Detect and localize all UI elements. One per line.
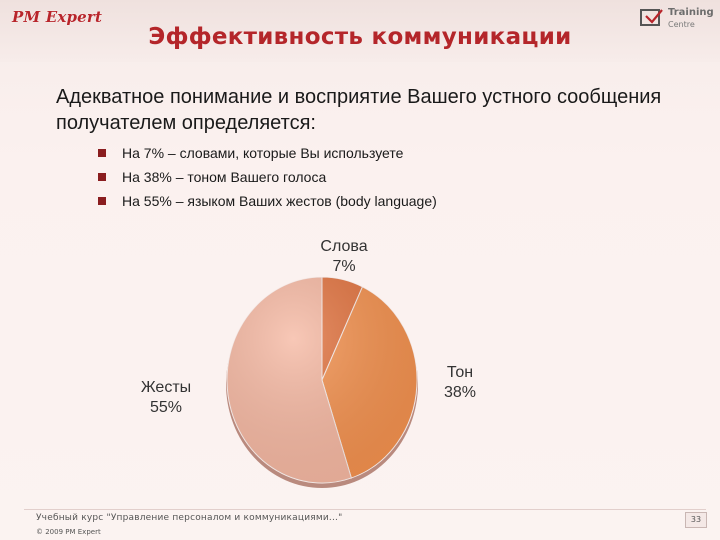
training-centre-line1: Training <box>668 7 714 18</box>
pie-slices <box>226 276 418 488</box>
bullet-square-icon <box>98 173 106 181</box>
training-centre-icon <box>640 9 663 26</box>
page-title: Эффективность коммуникации <box>148 24 572 50</box>
bullet-item: На 55% – языком Ваших жестов (body langu… <box>98 192 437 216</box>
pm-expert-logo: PM Expert <box>12 8 103 26</box>
slice-value-ton: 38% <box>444 384 476 401</box>
page-number: 33 <box>685 512 707 528</box>
pie-sheen <box>227 277 417 483</box>
slice-label-slova: Слова <box>320 238 367 255</box>
bullet-list: На 7% – словами, которые Вы используете … <box>98 144 437 216</box>
bullet-text: На 38% – тоном Вашего голоса <box>122 169 327 185</box>
footer-divider <box>24 509 706 510</box>
header-band <box>0 0 720 62</box>
bullet-square-icon <box>98 197 106 205</box>
slice-value-zhesty: 55% <box>150 399 182 416</box>
intro-text: Адекватное понимание и восприятие Вашего… <box>56 86 662 134</box>
bullet-square-icon <box>98 149 106 157</box>
slice-label-ton: Тон <box>447 364 473 381</box>
footer-course: Учебный курс "Управление персоналом и ко… <box>36 513 343 523</box>
bullet-item: На 7% – словами, которые Вы используете <box>98 144 437 168</box>
training-centre-line2: Centre <box>668 20 695 29</box>
bullet-text: На 55% – языком Ваших жестов (body langu… <box>122 193 437 209</box>
bullet-text: На 7% – словами, которые Вы используете <box>122 145 404 161</box>
slice-label-zhesty: Жесты <box>141 379 191 396</box>
bullet-item: На 38% – тоном Вашего голоса <box>98 168 437 192</box>
training-centre-logo: Training Centre <box>640 6 714 34</box>
slice-value-slova: 7% <box>332 258 355 275</box>
footer-copyright: © 2009 PM Expert <box>36 528 101 536</box>
